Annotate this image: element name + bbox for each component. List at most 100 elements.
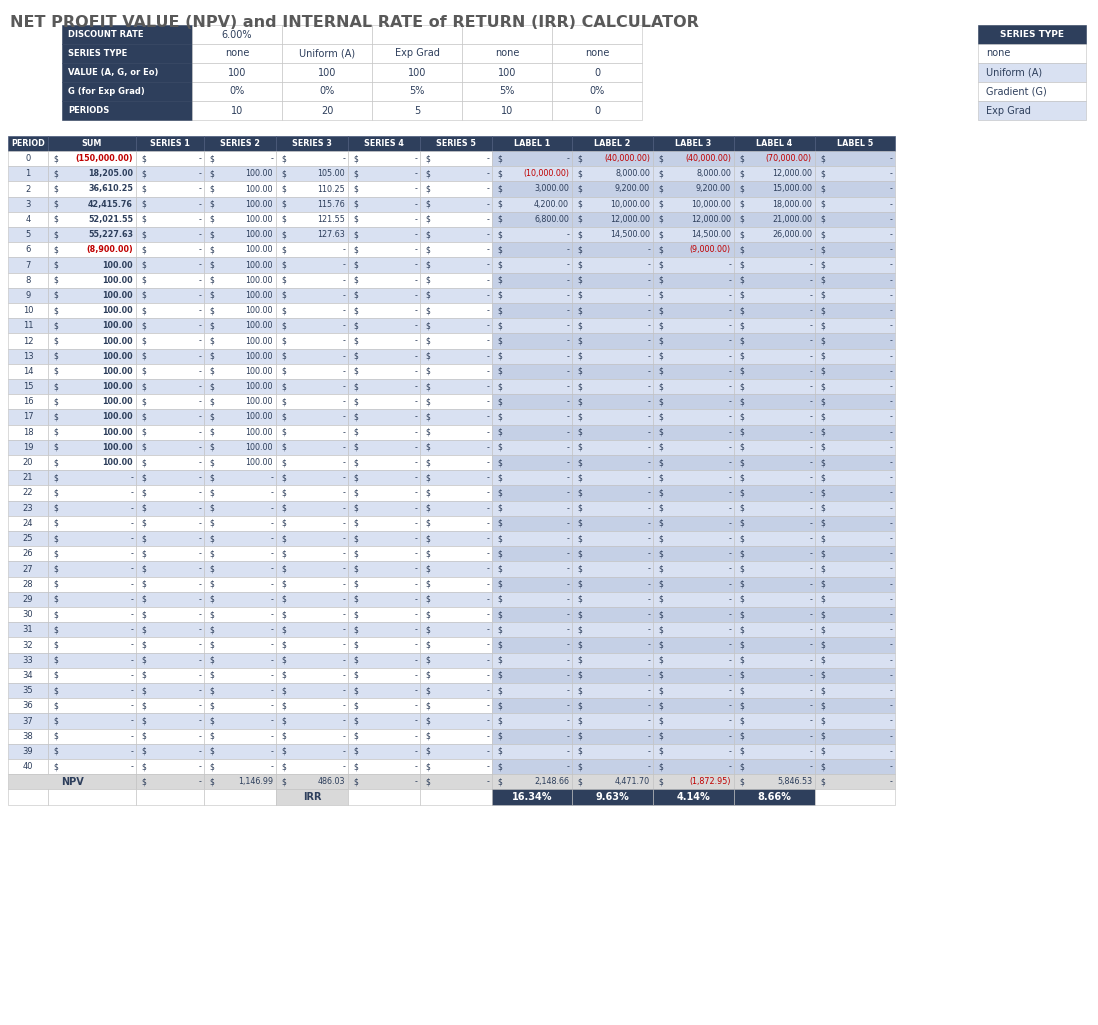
Text: $: $: [658, 686, 663, 695]
Bar: [572, 197, 653, 212]
Bar: [421, 789, 492, 805]
Bar: [421, 166, 492, 181]
Text: $: $: [497, 245, 502, 254]
Text: -: -: [198, 777, 201, 786]
Bar: [421, 151, 492, 166]
Text: $: $: [820, 352, 825, 361]
Text: 12,000.00: 12,000.00: [772, 169, 813, 178]
Text: -: -: [343, 565, 345, 574]
Bar: [348, 151, 421, 166]
Bar: [136, 683, 204, 698]
Bar: [276, 653, 348, 668]
Text: $: $: [820, 671, 825, 680]
Text: G (for Exp Grad): G (for Exp Grad): [68, 87, 145, 96]
Bar: [204, 288, 276, 303]
Bar: [48, 151, 136, 166]
Text: -: -: [198, 443, 201, 452]
Bar: [136, 181, 204, 197]
Text: $: $: [209, 701, 214, 710]
Bar: [492, 713, 572, 729]
Text: 12,000.00: 12,000.00: [691, 215, 731, 223]
Bar: [815, 622, 895, 638]
Text: $: $: [497, 412, 502, 421]
Bar: [204, 348, 276, 364]
Text: $: $: [658, 169, 663, 178]
Bar: [572, 516, 653, 531]
Bar: [8, 135, 48, 151]
Text: -: -: [343, 291, 345, 300]
Text: $: $: [141, 200, 146, 209]
Text: -: -: [414, 610, 417, 619]
Bar: [8, 227, 48, 242]
Bar: [276, 668, 348, 683]
Text: -: -: [647, 671, 650, 680]
Text: 16.34%: 16.34%: [512, 792, 552, 802]
Bar: [204, 622, 276, 638]
Bar: [815, 607, 895, 622]
Bar: [815, 364, 895, 379]
Bar: [492, 531, 572, 546]
Text: -: -: [270, 489, 273, 497]
Text: -: -: [270, 732, 273, 741]
Bar: [8, 212, 48, 227]
Bar: [204, 257, 276, 273]
Text: -: -: [486, 184, 489, 194]
Text: $: $: [53, 671, 58, 680]
Bar: [421, 622, 492, 638]
Text: -: -: [889, 412, 892, 421]
Text: 26: 26: [23, 549, 33, 559]
Text: $: $: [739, 777, 743, 786]
Bar: [572, 242, 653, 257]
Text: $: $: [281, 656, 285, 664]
Text: $: $: [141, 458, 146, 467]
Bar: [48, 758, 136, 774]
Bar: [48, 470, 136, 486]
Bar: [733, 500, 815, 516]
Bar: [276, 303, 348, 318]
Text: $: $: [352, 701, 358, 710]
Text: $: $: [820, 184, 825, 194]
Bar: [204, 242, 276, 257]
Bar: [572, 395, 653, 409]
Bar: [815, 257, 895, 273]
Bar: [48, 135, 136, 151]
Text: $: $: [658, 656, 663, 664]
Bar: [653, 242, 733, 257]
Bar: [421, 653, 492, 668]
Text: $: $: [209, 732, 214, 741]
Bar: [653, 774, 733, 789]
Bar: [276, 227, 348, 242]
Bar: [8, 288, 48, 303]
Text: $: $: [739, 458, 743, 467]
Text: 37: 37: [23, 716, 33, 726]
Text: -: -: [486, 519, 489, 528]
Text: 100.00: 100.00: [246, 184, 273, 194]
Text: $: $: [209, 352, 214, 361]
Bar: [204, 486, 276, 500]
Bar: [733, 758, 815, 774]
Text: 20: 20: [321, 106, 333, 116]
Text: 100.00: 100.00: [246, 306, 273, 315]
Bar: [136, 424, 204, 440]
Text: -: -: [414, 260, 417, 270]
Text: $: $: [820, 489, 825, 497]
Text: -: -: [728, 276, 731, 285]
Text: (8,900.00): (8,900.00): [87, 245, 133, 254]
Text: $: $: [578, 747, 582, 755]
Bar: [8, 151, 48, 166]
Bar: [204, 166, 276, 181]
Text: -: -: [414, 763, 417, 771]
Text: Exp Grad: Exp Grad: [986, 106, 1031, 116]
Text: -: -: [728, 732, 731, 741]
Bar: [204, 197, 276, 212]
Text: -: -: [198, 594, 201, 604]
Text: $: $: [209, 777, 214, 786]
Bar: [8, 758, 48, 774]
Bar: [572, 500, 653, 516]
Bar: [204, 698, 276, 713]
Bar: [204, 638, 276, 653]
Text: -: -: [567, 260, 569, 270]
Text: $: $: [497, 489, 502, 497]
Text: $: $: [820, 503, 825, 512]
Bar: [492, 698, 572, 713]
